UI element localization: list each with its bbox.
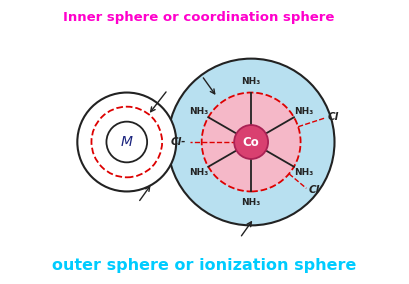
Text: outer sphere or ionization sphere: outer sphere or ionization sphere — [52, 258, 357, 273]
Circle shape — [234, 125, 268, 159]
Circle shape — [106, 122, 147, 162]
Circle shape — [92, 107, 162, 177]
Circle shape — [168, 59, 335, 225]
Text: NH₃: NH₃ — [294, 107, 313, 116]
Circle shape — [202, 93, 301, 191]
Text: NH₃: NH₃ — [241, 77, 261, 86]
Text: Co: Co — [243, 135, 259, 149]
Text: Cl: Cl — [327, 112, 338, 122]
Text: NH₃: NH₃ — [189, 168, 209, 177]
Text: Inner sphere or coordination sphere: Inner sphere or coordination sphere — [63, 11, 335, 24]
Text: NH₃: NH₃ — [189, 107, 209, 116]
Text: Cl: Cl — [309, 185, 320, 195]
Text: NH₃: NH₃ — [241, 198, 261, 207]
Text: NH₃: NH₃ — [294, 168, 313, 177]
Text: M: M — [121, 135, 133, 149]
Text: Cl-: Cl- — [171, 137, 186, 147]
Circle shape — [77, 93, 176, 191]
